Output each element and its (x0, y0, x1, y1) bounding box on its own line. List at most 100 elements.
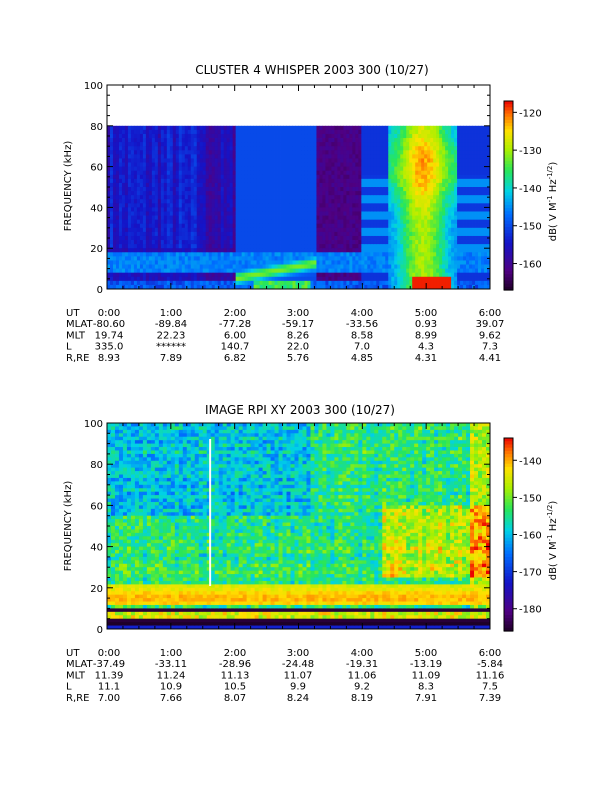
p1-heat-cell (190, 211, 195, 216)
p1-heat-cell (208, 174, 213, 180)
p1-heat-cell (262, 240, 266, 245)
p1-heat-cell (367, 158, 371, 163)
p1-heat-cell (388, 158, 392, 163)
p1-heat-cell (223, 150, 228, 155)
p1-heat-cell (232, 231, 237, 237)
p1-heat-cell (409, 235, 413, 241)
p1-heat-cell (403, 207, 407, 212)
p1-heat-cell (286, 240, 290, 245)
p1-heat-cell (184, 215, 189, 221)
p1-heat-cell (298, 142, 302, 147)
p1-heat-cell (289, 256, 293, 261)
p1-heat-cell (355, 162, 359, 167)
p1-heat-cell (400, 133, 404, 139)
p1-heat-cell (274, 215, 278, 221)
p1-heat-cell (319, 199, 323, 204)
p1-heat-cell (352, 215, 356, 221)
p1-heat-cell (337, 280, 341, 286)
p1-heat-cell (166, 260, 171, 265)
p1-heat-cell (232, 215, 237, 221)
p1-heat-cell (364, 235, 368, 241)
p1-heat-cell (211, 284, 216, 290)
p1-heat-cell (199, 158, 204, 163)
p1-heat-cell (178, 182, 183, 188)
p1-heat-cell (316, 260, 320, 265)
p1-heat-cell (202, 235, 207, 241)
p1-heat-cell (250, 178, 255, 184)
p1-heat-cell (208, 260, 213, 265)
p1-heat-cell (439, 284, 443, 290)
p1-heat-cell (454, 235, 458, 241)
p1-heat-cell (442, 191, 446, 196)
p1-heat-cell (415, 240, 419, 245)
p1-heat-cell (262, 195, 266, 200)
p1-heat-cell (451, 191, 455, 196)
p1-heat-cell (139, 219, 144, 225)
p1-heat-cell (181, 191, 186, 196)
p1-heat-cell (187, 244, 192, 249)
p1-heat-cell (235, 150, 240, 155)
p1-heat-cell (172, 244, 177, 249)
p1-heat-cell (223, 162, 228, 167)
p1-heat-cell (214, 252, 219, 257)
p1-heat-cell (148, 199, 153, 204)
p1-heat-cell (136, 227, 141, 233)
p1-heat-cell (319, 223, 323, 229)
p1-heat-cell (292, 207, 296, 212)
p1-heat-cell (160, 240, 165, 245)
p1-heat-cell (250, 191, 255, 196)
p1-heat-cell (172, 170, 177, 176)
p1-heat-cell (331, 142, 335, 147)
p1-heat-cell (211, 187, 216, 192)
p1-heat-cell (475, 182, 479, 188)
p1-heat-cell (148, 268, 153, 274)
p1-heat-cell (343, 191, 347, 196)
p1-heat-cell (328, 231, 332, 237)
p1-heat-cell (457, 199, 461, 204)
p1-heat-cell (406, 162, 410, 167)
p1-heat-cell (223, 146, 228, 151)
p1-heat-cell (442, 280, 446, 286)
p1-heat-cell (334, 284, 338, 290)
p1-heat-cell (232, 191, 237, 196)
p1-heat-cell (475, 244, 479, 249)
p1-heat-cell (418, 187, 422, 192)
p1-heat-cell (448, 187, 452, 192)
p1-heat-cell (472, 178, 476, 184)
p1-heat-cell (364, 227, 368, 233)
p1-heat-cell (250, 182, 255, 188)
p1-heat-cell (220, 207, 225, 212)
p1-heat-cell (154, 182, 159, 188)
p1-heat-cell (181, 244, 186, 249)
p1-heat-cell (109, 178, 114, 184)
p1-heat-cell (391, 174, 395, 180)
p1-heat-cell (331, 256, 335, 261)
p1-heat-cell (430, 187, 434, 192)
p1-heat-cell (430, 244, 434, 249)
p1-heat-cell (445, 129, 449, 135)
p1-heat-cell (373, 231, 377, 237)
p1-heat-cell (175, 138, 180, 143)
p1-heat-cell (310, 264, 314, 269)
p1-heat-cell (469, 276, 473, 282)
p1-heat-cell (229, 223, 234, 229)
p1-heat-cell (229, 211, 234, 216)
p1-heat-cell (277, 166, 281, 172)
p1-heat-cell (292, 154, 296, 159)
p1-heat-cell (181, 182, 186, 188)
p1-heat-cell (244, 195, 249, 200)
p1-heat-cell (121, 207, 126, 212)
p1-heat-cell (133, 154, 138, 159)
p1-heat-cell (286, 264, 290, 269)
p1-heat-cell (244, 248, 249, 253)
p1-heat-cell (448, 280, 452, 286)
p1-heat-cell (136, 162, 141, 167)
p1-heat-cell (340, 182, 344, 188)
p1-heat-cell (301, 178, 305, 184)
p1-heat-cell (379, 219, 383, 225)
p1-heat-cell (436, 244, 440, 249)
p1-heat-cell (109, 252, 114, 257)
p1-heat-cell (160, 219, 165, 225)
p1-heat-cell (283, 223, 287, 229)
p1-heat-cell (442, 129, 446, 135)
